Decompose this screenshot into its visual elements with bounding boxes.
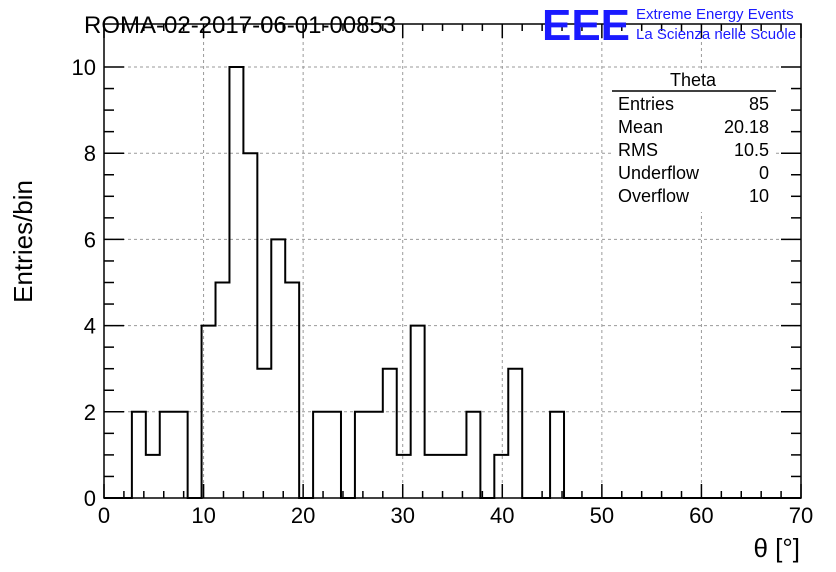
histogram-bin	[494, 455, 508, 498]
y-tick-label: 10	[72, 55, 96, 80]
eee-logo-mark: EEE	[542, 1, 630, 50]
y-tick-label: 6	[84, 227, 96, 252]
logo-line-2: La Scienza nelle Scuole	[636, 26, 796, 43]
histogram-bin	[397, 455, 411, 498]
histogram-bin	[369, 412, 383, 498]
histogram-bin	[257, 369, 271, 498]
histogram-bin	[425, 455, 439, 498]
y-tick-label: 4	[84, 314, 96, 339]
stats-row-value: 85	[749, 94, 769, 114]
grid-lines	[104, 24, 801, 498]
stats-row-label: Mean	[618, 117, 663, 137]
histogram-bin	[508, 369, 522, 498]
run-title: ROMA-02-2017-06-01-00853	[84, 12, 396, 39]
stats-row-value: 10.5	[734, 140, 769, 160]
x-tick-label: 0	[98, 503, 110, 528]
histogram-bin	[439, 455, 453, 498]
x-tick-label: 60	[689, 503, 713, 528]
y-tick-label: 8	[84, 141, 96, 166]
eee-logo: EEE Extreme Energy Events La Scienza nel…	[542, 1, 796, 50]
stats-row-label: Entries	[618, 94, 674, 114]
x-tick-label: 10	[191, 503, 215, 528]
histogram-bin	[550, 412, 564, 498]
histogram-bins	[132, 67, 564, 498]
y-tick-labels: 0 2 4 6 8 10	[72, 55, 96, 511]
histogram-bin	[174, 412, 188, 498]
histogram-bin	[411, 326, 425, 498]
stats-row-label: RMS	[618, 140, 658, 160]
histogram-bin	[285, 283, 299, 499]
histogram-bin	[229, 67, 243, 498]
histogram-bin	[271, 239, 285, 498]
histogram-bin	[355, 412, 369, 498]
stats-row-label: Underflow	[618, 163, 700, 183]
x-tick-label: 40	[490, 503, 514, 528]
stats-row-label: Overflow	[618, 186, 690, 206]
stats-box: Theta Entries 85 Mean 20.18 RMS 10.5 Underflow…	[612, 70, 776, 212]
x-tick-label: 50	[590, 503, 614, 528]
histogram-bin	[466, 412, 480, 498]
stats-rows: Entries 85 Mean 20.18 RMS 10.5 Underflow 0 Overf…	[618, 94, 769, 206]
y-tick-label: 0	[84, 486, 96, 511]
histogram-bin	[313, 412, 327, 498]
x-tick-label: 70	[789, 503, 813, 528]
histogram-bin	[383, 369, 397, 498]
x-tick-label: 30	[390, 503, 414, 528]
histogram-bin	[453, 455, 467, 498]
stats-title: Theta	[670, 70, 717, 90]
histogram-bin	[160, 412, 174, 498]
histogram-bin	[202, 326, 216, 498]
x-tick-label: 20	[291, 503, 315, 528]
x-axis-title: θ [°]	[753, 533, 800, 563]
logo-line-1: Extreme Energy Events	[636, 6, 794, 23]
axis-ticks	[103, 24, 802, 499]
histogram-bin	[132, 412, 146, 498]
y-tick-label: 2	[84, 400, 96, 425]
histogram-bin	[216, 283, 230, 499]
stats-box-background	[612, 70, 776, 212]
stats-row-value: 0	[759, 163, 769, 183]
stats-row-value: 10	[749, 186, 769, 206]
y-axis-title: Entries/bin	[8, 180, 38, 303]
histogram-bin	[243, 153, 257, 498]
histogram-bin	[146, 455, 160, 498]
x-tick-labels: 0 10 20 30 40 50 60 70	[98, 503, 813, 528]
stats-row-value: 20.18	[724, 117, 769, 137]
histogram-bin	[327, 412, 341, 498]
